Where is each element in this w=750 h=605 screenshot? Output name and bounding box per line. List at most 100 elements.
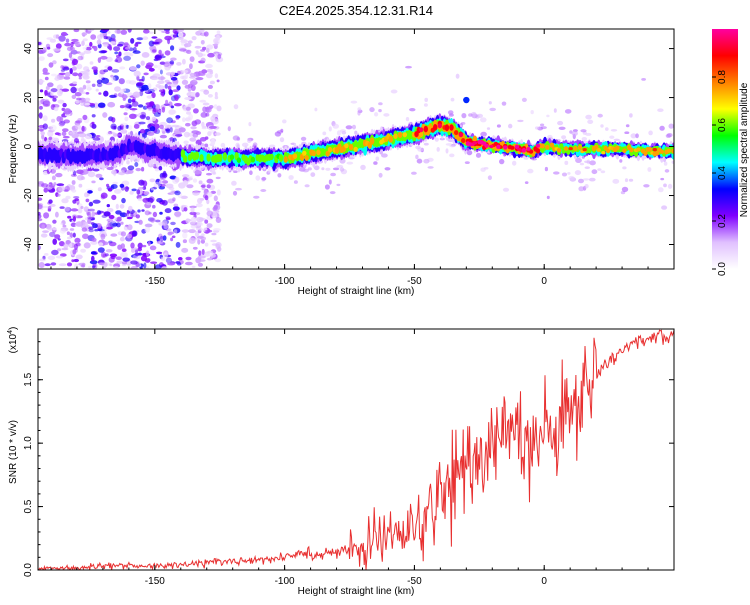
heatmap-speckle xyxy=(80,248,86,253)
heatmap-speckle xyxy=(81,40,85,46)
heatmap-speckle xyxy=(120,231,126,237)
heatmap-speckle xyxy=(184,97,192,100)
heatmap-speckle xyxy=(106,183,110,188)
heatmap-speckle xyxy=(206,184,211,189)
heatmap-speckle xyxy=(142,180,148,187)
heatmap-speckle xyxy=(118,169,126,176)
heatmap-speckle xyxy=(200,112,208,118)
heatmap-speckle xyxy=(58,241,65,247)
heatmap-speckle xyxy=(190,207,195,213)
heatmap-speckle xyxy=(157,80,165,84)
heatmap-speckle xyxy=(47,82,54,88)
heatmap-ridge-cell xyxy=(206,153,211,162)
heatmap-speckle xyxy=(205,229,213,233)
heatmap-speckle xyxy=(657,108,664,112)
heatmap-speckle xyxy=(107,66,113,71)
heatmap-ridge-cell xyxy=(194,151,200,160)
heatmap-speckle xyxy=(215,242,222,248)
heatmap-speckle xyxy=(383,113,390,117)
heatmap-speckle xyxy=(206,223,213,229)
heatmap-speckle xyxy=(193,108,199,114)
heatmap-speckle xyxy=(235,187,242,191)
snr-x-tick-label: 0 xyxy=(541,576,547,587)
heatmap-speckle xyxy=(78,262,86,266)
heatmap-speckle xyxy=(161,199,168,206)
colorbar-label: Normalized spectral amplitude xyxy=(739,82,750,217)
heatmap-speckle xyxy=(91,255,95,262)
heatmap-speckle xyxy=(164,35,172,41)
heatmap-speckle xyxy=(95,88,99,92)
heatmap-ridge-cell xyxy=(222,152,228,161)
heatmap-speckle xyxy=(38,56,45,61)
spectrogram-ticks: -150 -100 -50 0 -40 -20 0 20 40 xyxy=(23,29,675,287)
heatmap-ridge-cell xyxy=(250,156,256,163)
heatmap-speckle xyxy=(213,205,218,210)
heatmap-speckle xyxy=(164,124,172,130)
heatmap-ridge-cell xyxy=(269,153,274,161)
heatmap-speckle xyxy=(41,134,45,140)
heatmap-speckle xyxy=(194,119,201,125)
heatmap-speckle xyxy=(423,158,430,164)
heatmap-speckle xyxy=(154,168,160,172)
heatmap-speckle xyxy=(129,66,137,71)
heatmap-speckle xyxy=(461,113,467,119)
heatmap-speckle xyxy=(191,36,197,41)
heatmap-speckle xyxy=(94,229,99,232)
heatmap-speckle xyxy=(43,187,49,193)
heatmap-speckle xyxy=(345,125,353,130)
heatmap-speckle xyxy=(216,34,220,41)
heatmap-speckle xyxy=(158,49,162,55)
heatmap-speckle xyxy=(210,138,216,146)
spectrogram-ylabel: Frequency (Hz) xyxy=(8,115,19,184)
heatmap-speckle xyxy=(69,232,74,239)
heatmap-speckle xyxy=(157,64,162,70)
heatmap-speckle xyxy=(81,32,88,36)
heatmap-speckle xyxy=(159,89,163,93)
heatmap-speckle xyxy=(69,228,75,231)
heatmap-speckle xyxy=(101,29,110,32)
heatmap-speckle xyxy=(137,209,141,213)
heatmap-ridge-cell xyxy=(563,146,569,151)
heatmap-speckle xyxy=(106,226,113,230)
heatmap-speckle xyxy=(118,78,125,85)
heatmap-speckle xyxy=(85,80,91,84)
heatmap-speckle xyxy=(42,47,47,53)
heatmap-speckle xyxy=(190,91,197,97)
heatmap-speckle xyxy=(235,142,240,148)
heatmap-speckle xyxy=(206,172,212,176)
heatmap-ridge-cell xyxy=(652,147,657,152)
heatmap-speckle xyxy=(194,45,202,49)
heatmap-speckle xyxy=(248,122,252,127)
heatmap-ridge-cell xyxy=(647,147,653,152)
heatmap-speckle xyxy=(178,257,183,261)
heatmap-speckle xyxy=(178,48,187,52)
heatmap-ridge-cell xyxy=(472,135,478,143)
heatmap-speckle xyxy=(215,176,221,180)
heatmap-speckle xyxy=(202,46,207,51)
heatmap-ridge-cell xyxy=(348,144,354,151)
heatmap-ridge-cell xyxy=(596,148,601,152)
heatmap-speckle xyxy=(80,264,86,268)
heatmap-speckle xyxy=(130,266,138,269)
heatmap-speckle xyxy=(671,160,674,164)
heatmap-speckle xyxy=(38,262,45,268)
heatmap-speckle xyxy=(129,53,134,57)
heatmap-speckle xyxy=(45,86,50,90)
heatmap-speckle xyxy=(198,29,205,33)
heatmap-speckle xyxy=(475,152,482,158)
heatmap-speckle xyxy=(496,124,501,128)
heatmap-speckle xyxy=(82,233,89,240)
heatmap-speckle xyxy=(71,66,77,71)
heatmap-speckle xyxy=(139,114,146,119)
heatmap-speckle xyxy=(59,228,66,234)
heatmap-speckle xyxy=(57,99,65,104)
heatmap-speckle xyxy=(214,132,221,136)
heatmap-speckle xyxy=(464,161,470,165)
heatmap-speckle xyxy=(99,177,104,181)
heatmap-speckle xyxy=(62,102,67,108)
heatmap-speckle xyxy=(142,244,147,248)
heatmap-speckle xyxy=(68,52,73,59)
heatmap-speckle xyxy=(89,61,94,65)
heatmap-speckle xyxy=(93,45,98,52)
heatmap-speckle xyxy=(40,131,45,136)
